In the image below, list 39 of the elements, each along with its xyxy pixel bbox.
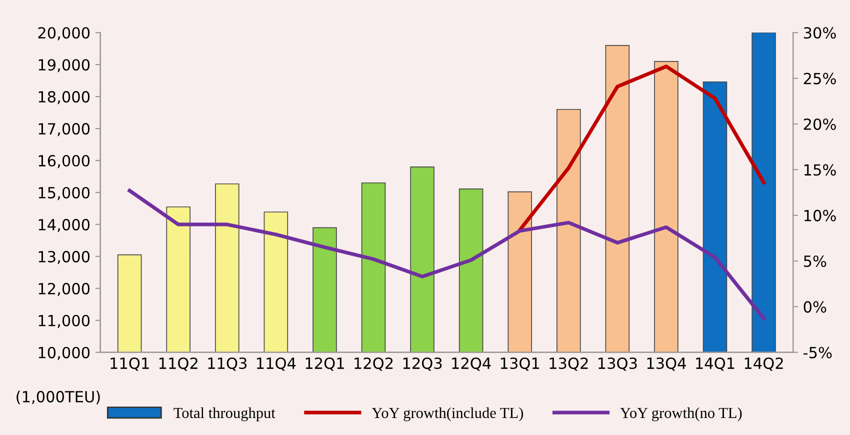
legend-label: Total throughput xyxy=(174,407,276,422)
y2-tick-label: 25% xyxy=(804,72,836,84)
y2-tick-label: 30% xyxy=(804,27,836,39)
y2-tick-label: 5% xyxy=(804,255,826,268)
y-tick-label: 13,000 xyxy=(38,250,90,264)
y-tick-label: 19,000 xyxy=(38,59,90,72)
x-tick-label: 13Q3 xyxy=(598,357,637,371)
x-tick-label: 12Q1 xyxy=(306,357,344,371)
y-tick-label: 17,000 xyxy=(38,123,90,136)
x-tick-label: 12Q2 xyxy=(354,357,393,371)
x-tick-label: 11Q2 xyxy=(159,357,198,371)
y2-tick-label: 0% xyxy=(804,301,826,313)
x-tick-label: 12Q3 xyxy=(403,357,442,371)
x-tick-label: 12Q4 xyxy=(452,357,491,371)
x-tick-label: 11Q1 xyxy=(110,357,149,371)
x-tick-label: 13Q4 xyxy=(647,357,686,371)
x-tick-label: 11Q4 xyxy=(257,357,296,371)
line-series xyxy=(128,188,766,320)
x-tick-label: 13Q2 xyxy=(550,357,588,371)
line-series xyxy=(518,64,766,232)
y-tick-label: 11,000 xyxy=(38,314,90,328)
y2-tick-label: 15% xyxy=(804,164,836,176)
y-tick-label: 10,000 xyxy=(38,346,90,360)
legend-label: YoY growth(no TL) xyxy=(620,407,742,422)
y2-tick-label: -5% xyxy=(804,346,832,358)
y-axis-title: (1,000TEU) xyxy=(16,390,100,404)
y2-tick-label: 20% xyxy=(804,118,836,130)
y2-tick-label: 10% xyxy=(804,210,836,222)
y-tick-label: 18,000 xyxy=(38,91,90,104)
y-tick-label: 20,000 xyxy=(38,27,90,40)
y-tick-label: 14,000 xyxy=(38,218,90,232)
x-tick-label: 13Q1 xyxy=(500,357,540,371)
y-tick-label: 12,000 xyxy=(38,282,90,296)
legend-label: YoY growth(include TL) xyxy=(372,407,524,422)
x-tick-label: 14Q1 xyxy=(696,357,734,371)
y-tick-label: 15,000 xyxy=(38,186,90,200)
x-tick-label: 14Q2 xyxy=(744,357,783,371)
y-tick-label: 16,000 xyxy=(38,154,90,168)
x-tick-label: 11Q3 xyxy=(208,357,247,371)
